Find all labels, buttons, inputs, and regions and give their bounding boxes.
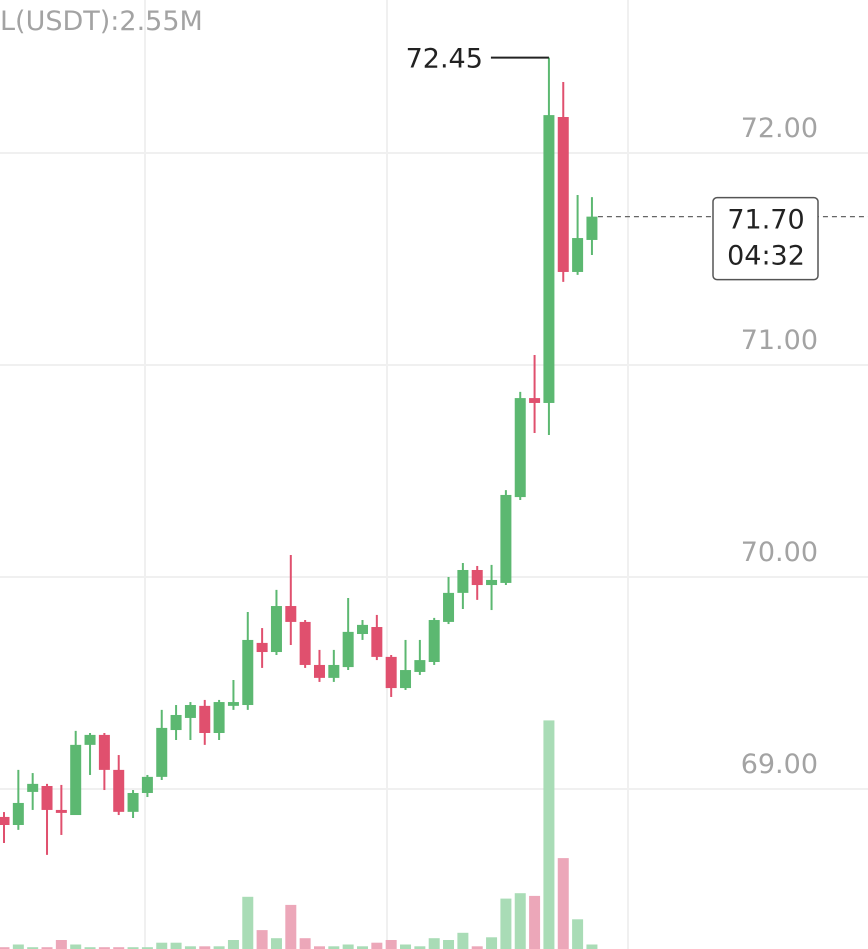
volume-bar: [543, 720, 555, 949]
volume-bar: [342, 944, 354, 949]
candle-body: [199, 705, 211, 734]
volume-bar: [357, 946, 368, 949]
volume-bar: [98, 947, 110, 949]
volume-bar: [227, 940, 239, 949]
candle-body: [41, 785, 53, 810]
candle-body: [299, 621, 311, 665]
volume-bar: [285, 904, 297, 949]
candle-body: [443, 592, 455, 622]
volume-bar: [400, 944, 412, 949]
y-tick-label: 69.00: [741, 749, 818, 780]
candle-body: [113, 769, 125, 812]
volume-bar: [514, 893, 526, 949]
high-marker-label: 72.45: [406, 44, 483, 75]
grid: [144, 0, 629, 949]
candle-body: [400, 670, 412, 689]
volume-bar: [127, 947, 139, 949]
volume-bar: [55, 940, 67, 949]
candle-body: [84, 734, 96, 745]
volume-bar: [84, 947, 96, 949]
candle-body: [70, 744, 82, 816]
volume-bar: [313, 946, 325, 949]
candle-body: [256, 642, 268, 653]
candle-body: [385, 656, 397, 689]
volume-bar: [156, 942, 168, 949]
volume-bar: [328, 946, 340, 949]
volume-bar: [471, 946, 483, 949]
volume-bar: [500, 898, 512, 949]
candle-body: [270, 606, 282, 653]
candle-body: [27, 783, 39, 792]
volume-bar: [199, 946, 211, 949]
volume-bar: [586, 944, 598, 949]
candle-body: [170, 714, 182, 731]
volume-bar: [299, 938, 311, 949]
candle-body: [285, 606, 297, 622]
candle-body: [414, 660, 426, 672]
volume-bar: [385, 940, 397, 949]
candle-body: [486, 579, 498, 586]
candle-body: [514, 398, 526, 498]
candle-body: [98, 734, 110, 770]
volume-bar: [184, 946, 196, 949]
volume-bar: [113, 947, 125, 949]
countdown-label: 04:32: [727, 241, 805, 272]
candle-body: [371, 627, 383, 657]
candle-body: [471, 569, 483, 586]
candle-body: [357, 624, 368, 635]
volume-bar: [270, 938, 282, 949]
volume-bar: [529, 895, 541, 949]
volume-bar: [256, 930, 268, 949]
y-tick-label: 70.00: [741, 537, 818, 568]
volume-bar: [41, 947, 53, 949]
volume-bar: [486, 937, 498, 949]
volume-bar: [371, 942, 383, 949]
current-price-box: [712, 196, 819, 281]
candle-body: [572, 238, 584, 272]
candle-body: [313, 664, 325, 678]
volume-bar: [242, 896, 254, 949]
volume-bar: [0, 947, 10, 949]
candle-body: [328, 664, 340, 678]
volume-bar: [213, 946, 225, 949]
volume-bar: [170, 942, 182, 949]
volume-bar: [457, 932, 469, 949]
candle-body: [543, 115, 555, 403]
volume-bar: [414, 946, 426, 949]
volume-bar: [443, 940, 455, 949]
volume-bar: [572, 919, 584, 949]
candle-body: [457, 569, 469, 593]
volume-label: L(USDT):2.55M: [0, 6, 203, 37]
current-price-label: 71.70: [727, 205, 804, 236]
candle-body: [184, 705, 196, 718]
volume-bar: [557, 858, 569, 949]
candle-body: [127, 792, 139, 812]
candle-body: [213, 702, 225, 734]
volume-bar: [27, 947, 39, 949]
candle-body: [0, 816, 10, 825]
volume-bar: [70, 944, 82, 949]
candle-body: [428, 620, 440, 662]
y-tick-label: 72.00: [741, 113, 818, 144]
candle-body: [227, 702, 239, 706]
candle-body: [242, 639, 254, 706]
y-tick-label: 71.00: [741, 325, 818, 356]
candle-body: [156, 727, 168, 777]
candle-body: [55, 809, 67, 813]
candle-body: [529, 398, 541, 403]
volume-bar: [141, 947, 153, 949]
candle-body: [586, 216, 598, 240]
volume-bar: [428, 938, 440, 949]
candle-body: [557, 117, 569, 272]
candle-body: [12, 802, 24, 825]
candle-body: [500, 494, 512, 583]
candle-body: [141, 776, 153, 793]
candle-body: [342, 631, 354, 668]
volume-bar: [12, 944, 24, 949]
